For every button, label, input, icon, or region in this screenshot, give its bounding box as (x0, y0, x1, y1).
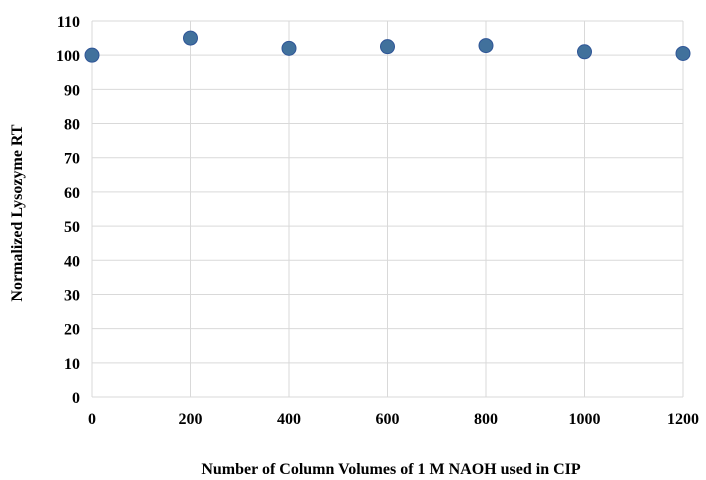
x-tick-label: 600 (376, 411, 400, 428)
grid (91, 20, 684, 398)
x-tick-label: 800 (474, 411, 498, 428)
y-tick-label: 60 (64, 185, 80, 202)
data-point (675, 45, 691, 61)
data-point (84, 47, 100, 63)
y-tick-label: 100 (56, 48, 80, 65)
y-axis-title: Normalized Lysozyme RT (9, 124, 26, 302)
y-tick-label: 80 (64, 117, 80, 134)
data-point (281, 40, 297, 56)
data-point (577, 44, 592, 60)
y-tick-label: 0 (72, 390, 80, 407)
y-tick-label: 90 (64, 82, 80, 99)
y-tick-label: 10 (64, 356, 80, 373)
y-tick-label: 40 (64, 253, 80, 270)
x-axis-ticks: 0 200 400 600 800 1000 1200 (88, 411, 699, 428)
y-tick-label: 20 (64, 322, 80, 339)
data-point (380, 39, 395, 55)
data-points (84, 30, 691, 63)
x-tick-label: 400 (277, 411, 301, 428)
y-tick-label: 50 (64, 219, 80, 236)
x-tick-label: 1000 (569, 411, 601, 428)
x-tick-label: 1200 (667, 411, 699, 428)
data-point (478, 38, 494, 54)
x-tick-label: 0 (88, 411, 96, 428)
y-axis-ticks: 0 10 20 30 40 50 60 70 80 90 100 110 (56, 14, 80, 407)
y-tick-label: 110 (57, 14, 80, 31)
y-tick-label: 70 (64, 151, 80, 168)
y-tick-label: 30 (64, 287, 80, 304)
data-point (183, 30, 198, 46)
x-tick-label: 200 (179, 411, 203, 428)
x-axis-title: Number of Column Volumes of 1 M NAOH use… (201, 461, 581, 478)
